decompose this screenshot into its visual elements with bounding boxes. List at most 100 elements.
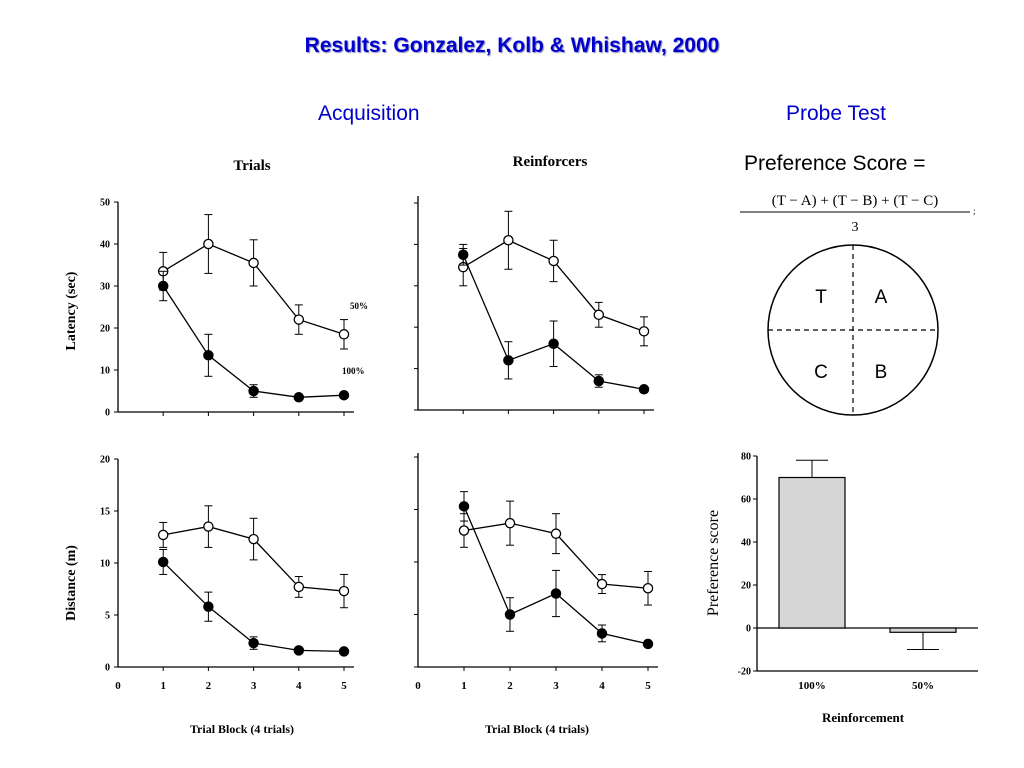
formula-denominator: 3 bbox=[852, 220, 859, 235]
data-point bbox=[203, 238, 214, 250]
data-point bbox=[248, 257, 259, 269]
y-axis-label: Preference score bbox=[705, 510, 722, 616]
formula-trailing-mark: ; bbox=[973, 206, 976, 216]
chart-reinforcers-latency: Reinforcers bbox=[414, 154, 654, 414]
y-tick-label: 20 bbox=[100, 324, 110, 335]
data-point bbox=[593, 375, 605, 387]
x-tick-label: 3 bbox=[553, 680, 559, 692]
data-point bbox=[458, 501, 470, 512]
data-point bbox=[504, 517, 516, 529]
series-open bbox=[457, 210, 650, 347]
data-point bbox=[503, 355, 514, 366]
x-tick-label: 4 bbox=[296, 680, 302, 692]
y-tick-label: 0 bbox=[746, 624, 751, 635]
x-category-label: 100% bbox=[798, 680, 826, 692]
x-tick-label: 1 bbox=[160, 680, 166, 692]
series-filled bbox=[458, 491, 654, 650]
data-point bbox=[457, 249, 469, 260]
data-point bbox=[203, 601, 214, 612]
y-tick-label: 20 bbox=[741, 581, 751, 592]
y-tick-label: 0 bbox=[105, 663, 110, 674]
y-tick-label: 0 bbox=[105, 408, 110, 419]
data-point bbox=[293, 392, 305, 403]
preference-score-label: Preference Score = bbox=[744, 152, 926, 175]
data-point bbox=[593, 309, 605, 321]
data-point bbox=[338, 646, 350, 657]
x-tick-label: 5 bbox=[341, 680, 347, 692]
data-point bbox=[638, 326, 650, 337]
y-axis-label: Latency (sec) bbox=[64, 271, 79, 350]
maze-quadrant-a: A bbox=[875, 287, 888, 308]
probe-test-heading: Probe Test bbox=[786, 102, 887, 125]
series-label: 50% bbox=[350, 301, 368, 311]
data-point bbox=[548, 338, 559, 350]
preference-formula: (T − A) + (T − B) + (T − C) 3 ; bbox=[740, 193, 976, 235]
data-point bbox=[248, 385, 259, 397]
formula-numerator: (T − A) + (T − B) + (T − C) bbox=[772, 193, 938, 209]
chart-title: Trials bbox=[233, 158, 270, 174]
x-tick-label: 2 bbox=[507, 680, 513, 692]
series-open bbox=[157, 505, 350, 609]
series-open: 50% bbox=[157, 214, 368, 350]
y-tick-label: 10 bbox=[100, 559, 110, 570]
x-tick-label: 2 bbox=[206, 680, 212, 692]
data-point bbox=[293, 314, 305, 325]
data-point bbox=[248, 533, 259, 545]
maze-quadrant-t: T bbox=[815, 287, 827, 308]
series-filled bbox=[457, 243, 650, 395]
series-line bbox=[162, 285, 345, 398]
data-point bbox=[550, 528, 562, 539]
data-point bbox=[248, 637, 259, 649]
x-tick-label: 4 bbox=[599, 680, 605, 692]
maze-diagram: T A C B bbox=[767, 244, 939, 416]
x-tick-label: 0 bbox=[115, 680, 121, 692]
data-point bbox=[203, 350, 214, 361]
series-label: 100% bbox=[342, 366, 365, 376]
slide-title: Results: Gonzalez, Kolb & Whishaw, 2000 bbox=[304, 34, 720, 57]
chart-title: Reinforcers bbox=[513, 154, 588, 170]
y-tick-label: 40 bbox=[741, 538, 751, 549]
chart-trials-latency: 0 10 20 30 40 50 Trials Latency (sec) 50% 100% bbox=[64, 158, 368, 419]
x-tick-label: 1 bbox=[461, 680, 467, 692]
series-open bbox=[458, 500, 654, 606]
maze-quadrant-c: C bbox=[814, 362, 828, 383]
y-tick-label: 80 bbox=[741, 452, 751, 463]
chart-trials-distance: 0 5 10 15 20 0 1 2 3 4 5 Distance (m) Trial Block (4… bbox=[64, 455, 354, 736]
chart-reinforcers-distance: 0 1 2 3 4 5 Trial Block (4 trials) bbox=[414, 453, 658, 736]
data-point bbox=[157, 280, 169, 292]
maze-quadrant-b: B bbox=[875, 362, 888, 383]
bar-50 bbox=[889, 627, 957, 633]
data-point bbox=[157, 556, 169, 568]
bar-100 bbox=[778, 476, 846, 629]
y-tick-label: 15 bbox=[100, 507, 110, 518]
y-tick-label: 60 bbox=[741, 495, 751, 506]
data-point bbox=[458, 525, 470, 536]
x-axis-label: Reinforcement bbox=[822, 710, 905, 725]
y-tick-label: 10 bbox=[100, 366, 110, 377]
series-filled bbox=[157, 548, 350, 657]
data-point bbox=[550, 588, 562, 599]
data-point bbox=[338, 585, 350, 597]
y-tick-label: 20 bbox=[100, 455, 110, 466]
data-point bbox=[293, 581, 305, 593]
data-point bbox=[596, 578, 608, 590]
x-axis-label: Trial Block (4 trials) bbox=[485, 722, 589, 736]
data-point bbox=[338, 389, 350, 401]
x-category-label: 50% bbox=[912, 680, 934, 692]
data-point bbox=[642, 638, 654, 650]
x-tick-label: 3 bbox=[251, 680, 257, 692]
data-point bbox=[504, 609, 516, 620]
y-tick-label: 30 bbox=[100, 282, 110, 293]
y-tick-label: 50 bbox=[100, 198, 110, 209]
data-point bbox=[203, 521, 214, 532]
data-point bbox=[638, 384, 650, 395]
series-filled: 100% bbox=[157, 270, 365, 403]
x-axis-label: Trial Block (4 trials) bbox=[190, 722, 294, 736]
chart-probe-preference: -20 0 20 40 60 80 100% 50% Preference score Reinf… bbox=[705, 452, 978, 725]
data-point bbox=[157, 529, 169, 541]
data-point bbox=[503, 235, 514, 246]
y-axis-label: Distance (m) bbox=[64, 545, 79, 621]
data-point bbox=[596, 628, 608, 639]
data-point bbox=[293, 645, 305, 656]
